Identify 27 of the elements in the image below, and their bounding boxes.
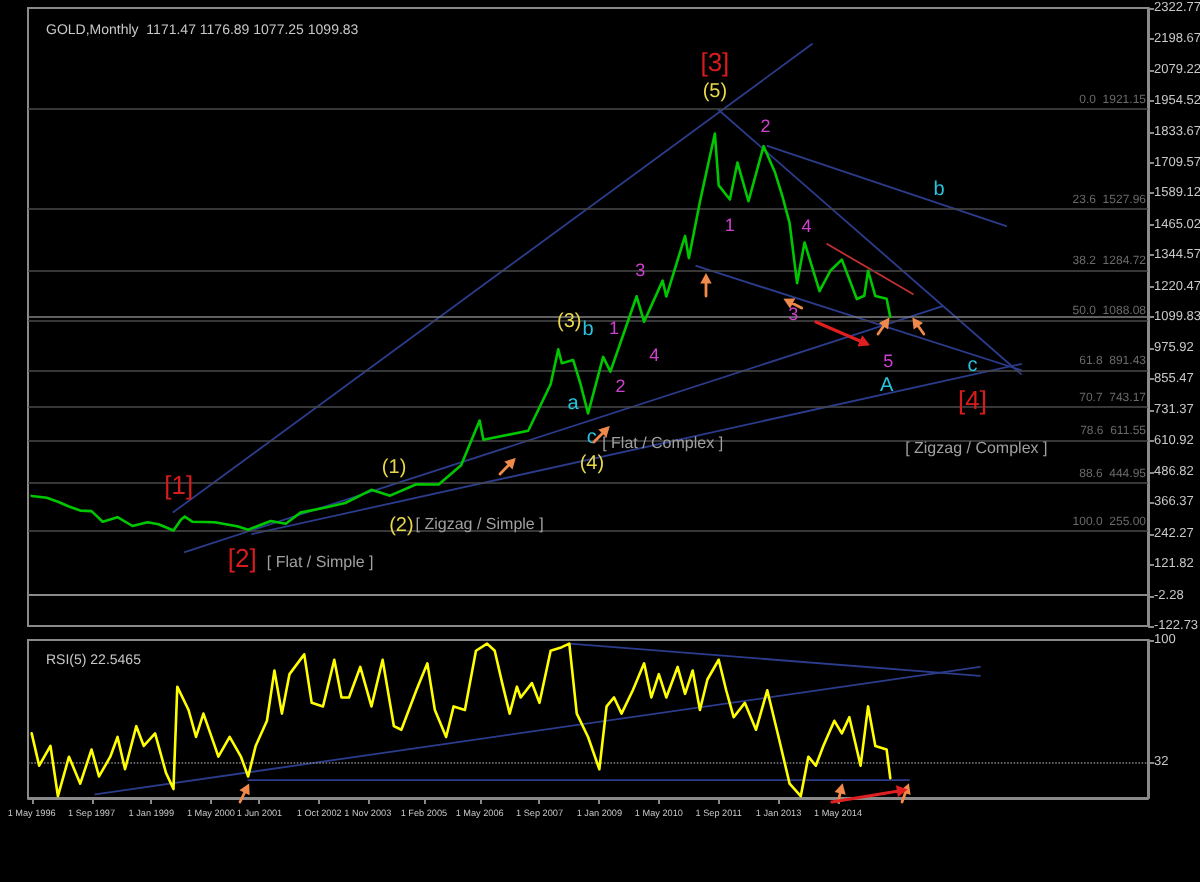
annotation: 5 <box>883 351 894 372</box>
annotation: 3 <box>788 303 799 324</box>
annotation: 2 <box>760 116 771 137</box>
annotation: (4) <box>579 453 605 476</box>
annotation: (2) <box>389 515 414 537</box>
annotation: [2] <box>227 542 257 573</box>
annotation: 3 <box>635 260 646 280</box>
annotation: 2 <box>615 375 626 396</box>
annotation: c <box>967 355 978 378</box>
annotation: [ Flat / Simple ] <box>266 552 374 571</box>
annotation: 4 <box>801 216 812 237</box>
annotation: 4 <box>649 344 660 365</box>
annotation: [ Flat / Complex ] <box>602 434 724 453</box>
annotation: A <box>879 374 894 397</box>
annotation: (3) <box>557 311 582 334</box>
annotation: (5) <box>702 80 728 103</box>
annotation: (1) <box>381 456 407 479</box>
annotation: [4] <box>958 384 987 415</box>
annotation: 1 <box>724 215 735 236</box>
annotation: [ Zigzag / Simple ] <box>415 514 544 533</box>
annotation: [ Zigzag / Complex ] <box>905 438 1048 457</box>
annotation: a <box>567 392 580 415</box>
annotation: b <box>933 178 946 201</box>
annotation: b <box>582 318 595 341</box>
annotation: [3] <box>700 46 730 77</box>
annotation: [1] <box>164 469 194 500</box>
annotation: 1 <box>609 317 620 338</box>
